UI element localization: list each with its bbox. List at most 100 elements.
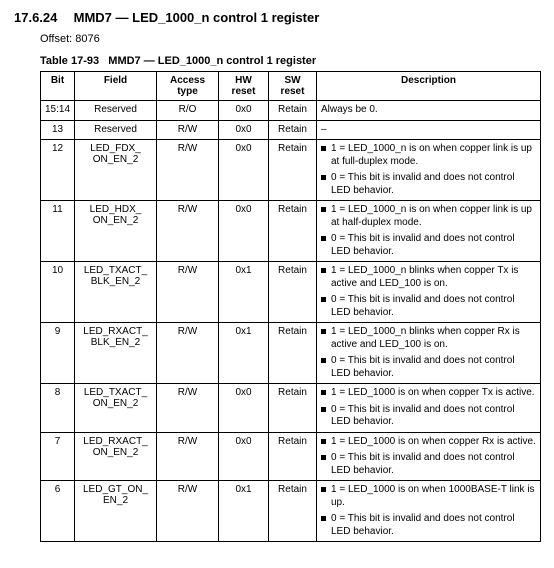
table-row: 11LED_HDX_ON_EN_2R/W0x0Retain1 = LED_100… bbox=[41, 201, 541, 262]
description-item: 1 = LED_1000_n blinks when copper Rx is … bbox=[321, 326, 536, 351]
cell-hw: 0x0 bbox=[219, 201, 269, 262]
cell-description: – bbox=[317, 120, 541, 140]
table-row: 13ReservedR/W0x0Retain– bbox=[41, 120, 541, 140]
cell-description: 1 = LED_1000_n blinks when copper Rx is … bbox=[317, 323, 541, 384]
description-item: 0 = This bit is invalid and does not con… bbox=[321, 294, 536, 319]
cell-hw: 0x0 bbox=[219, 101, 269, 121]
section-heading: 17.6.24 MMD7 — LED_1000_n control 1 regi… bbox=[14, 10, 540, 25]
table-caption-prefix: Table 17-93 bbox=[40, 55, 99, 67]
description-item: 1 = LED_1000_n is on when copper link is… bbox=[321, 143, 536, 168]
cell-sw: Retain bbox=[269, 201, 317, 262]
description-item: 0 = This bit is invalid and does not con… bbox=[321, 233, 536, 258]
cell-bit: 10 bbox=[41, 262, 75, 323]
cell-hw: 0x1 bbox=[219, 262, 269, 323]
register-table: Bit Field Access type HW reset SW reset … bbox=[40, 71, 541, 542]
cell-description: 1 = LED_1000 is on when 1000BASE-T link … bbox=[317, 481, 541, 542]
cell-field: LED_FDX_ON_EN_2 bbox=[75, 140, 157, 201]
cell-bit: 8 bbox=[41, 384, 75, 433]
page: 17.6.24 MMD7 — LED_1000_n control 1 regi… bbox=[0, 0, 554, 556]
cell-field: LED_RXACT_BLK_EN_2 bbox=[75, 323, 157, 384]
description-list: 1 = LED_1000 is on when 1000BASE-T link … bbox=[321, 484, 536, 538]
col-hw: HW reset bbox=[219, 72, 269, 101]
cell-sw: Retain bbox=[269, 384, 317, 433]
cell-bit: 7 bbox=[41, 432, 75, 481]
cell-bit: 13 bbox=[41, 120, 75, 140]
cell-hw: 0x0 bbox=[219, 140, 269, 201]
table-row: 9LED_RXACT_BLK_EN_2R/W0x1Retain1 = LED_1… bbox=[41, 323, 541, 384]
cell-hw: 0x0 bbox=[219, 432, 269, 481]
description-list: 1 = LED_1000_n is on when copper link is… bbox=[321, 204, 536, 258]
description-item: 0 = This bit is invalid and does not con… bbox=[321, 513, 536, 538]
cell-field: LED_RXACT_ON_EN_2 bbox=[75, 432, 157, 481]
cell-hw: 0x0 bbox=[219, 120, 269, 140]
description-item: 1 = LED_1000 is on when copper Tx is act… bbox=[321, 387, 536, 400]
cell-bit: 15:14 bbox=[41, 101, 75, 121]
description-list: 1 = LED_1000 is on when copper Tx is act… bbox=[321, 387, 536, 429]
col-desc: Description bbox=[317, 72, 541, 101]
cell-bit: 12 bbox=[41, 140, 75, 201]
description-item: 0 = This bit is invalid and does not con… bbox=[321, 355, 536, 380]
cell-hw: 0x0 bbox=[219, 384, 269, 433]
cell-description: 1 = LED_1000 is on when copper Tx is act… bbox=[317, 384, 541, 433]
description-text: Always be 0. bbox=[321, 104, 536, 117]
cell-field: Reserved bbox=[75, 101, 157, 121]
cell-access: R/W bbox=[157, 384, 219, 433]
cell-sw: Retain bbox=[269, 101, 317, 121]
table-header-row: Bit Field Access type HW reset SW reset … bbox=[41, 72, 541, 101]
table-row: 6LED_GT_ON_EN_2R/W0x1Retain1 = LED_1000 … bbox=[41, 481, 541, 542]
offset-line: Offset: 8076 bbox=[40, 33, 540, 45]
cell-bit: 11 bbox=[41, 201, 75, 262]
description-list: 1 = LED_1000 is on when copper Rx is act… bbox=[321, 436, 536, 478]
cell-access: R/W bbox=[157, 432, 219, 481]
description-list: 1 = LED_1000_n blinks when copper Rx is … bbox=[321, 326, 536, 380]
description-item: 1 = LED_1000 is on when copper Rx is act… bbox=[321, 436, 536, 449]
cell-field: LED_TXACT_BLK_EN_2 bbox=[75, 262, 157, 323]
table-caption-title: MMD7 — LED_1000_n control 1 register bbox=[108, 55, 316, 67]
table-row: 12LED_FDX_ON_EN_2R/W0x0Retain1 = LED_100… bbox=[41, 140, 541, 201]
cell-access: R/O bbox=[157, 101, 219, 121]
cell-description: 1 = LED_1000_n is on when copper link is… bbox=[317, 201, 541, 262]
cell-description: 1 = LED_1000_n is on when copper link is… bbox=[317, 140, 541, 201]
cell-description: 1 = LED_1000_n blinks when copper Tx is … bbox=[317, 262, 541, 323]
description-list: 1 = LED_1000_n is on when copper link is… bbox=[321, 143, 536, 197]
table-row: 7LED_RXACT_ON_EN_2R/W0x0Retain1 = LED_10… bbox=[41, 432, 541, 481]
cell-access: R/W bbox=[157, 323, 219, 384]
section-title: MMD7 — LED_1000_n control 1 register bbox=[74, 10, 320, 25]
col-field: Field bbox=[75, 72, 157, 101]
description-item: 1 = LED_1000_n blinks when copper Tx is … bbox=[321, 265, 536, 290]
table-row: 15:14ReservedR/O0x0Retain Always be 0. bbox=[41, 101, 541, 121]
cell-hw: 0x1 bbox=[219, 481, 269, 542]
col-access: Access type bbox=[157, 72, 219, 101]
cell-sw: Retain bbox=[269, 120, 317, 140]
cell-access: R/W bbox=[157, 120, 219, 140]
description-item: 0 = This bit is invalid and does not con… bbox=[321, 452, 536, 477]
cell-description: Always be 0. bbox=[317, 101, 541, 121]
cell-hw: 0x1 bbox=[219, 323, 269, 384]
col-sw: SW reset bbox=[269, 72, 317, 101]
cell-bit: 9 bbox=[41, 323, 75, 384]
table-row: 10LED_TXACT_BLK_EN_2R/W0x1Retain1 = LED_… bbox=[41, 262, 541, 323]
table-caption: Table 17-93 MMD7 — LED_1000_n control 1 … bbox=[40, 55, 540, 67]
cell-access: R/W bbox=[157, 262, 219, 323]
cell-sw: Retain bbox=[269, 262, 317, 323]
offset-label: Offset: bbox=[40, 33, 72, 45]
description-item: 0 = This bit is invalid and does not con… bbox=[321, 172, 536, 197]
offset-value: 8076 bbox=[75, 33, 99, 45]
table-row: 8LED_TXACT_ON_EN_2R/W0x0Retain1 = LED_10… bbox=[41, 384, 541, 433]
cell-field: Reserved bbox=[75, 120, 157, 140]
col-bit: Bit bbox=[41, 72, 75, 101]
cell-description: 1 = LED_1000 is on when copper Rx is act… bbox=[317, 432, 541, 481]
cell-sw: Retain bbox=[269, 140, 317, 201]
description-item: 1 = LED_1000_n is on when copper link is… bbox=[321, 204, 536, 229]
description-item: 0 = This bit is invalid and does not con… bbox=[321, 404, 536, 429]
cell-sw: Retain bbox=[269, 323, 317, 384]
cell-field: LED_HDX_ON_EN_2 bbox=[75, 201, 157, 262]
cell-access: R/W bbox=[157, 481, 219, 542]
description-item: 1 = LED_1000 is on when 1000BASE-T link … bbox=[321, 484, 536, 509]
cell-access: R/W bbox=[157, 140, 219, 201]
cell-access: R/W bbox=[157, 201, 219, 262]
description-text: – bbox=[321, 124, 536, 137]
cell-sw: Retain bbox=[269, 481, 317, 542]
cell-field: LED_GT_ON_EN_2 bbox=[75, 481, 157, 542]
cell-bit: 6 bbox=[41, 481, 75, 542]
